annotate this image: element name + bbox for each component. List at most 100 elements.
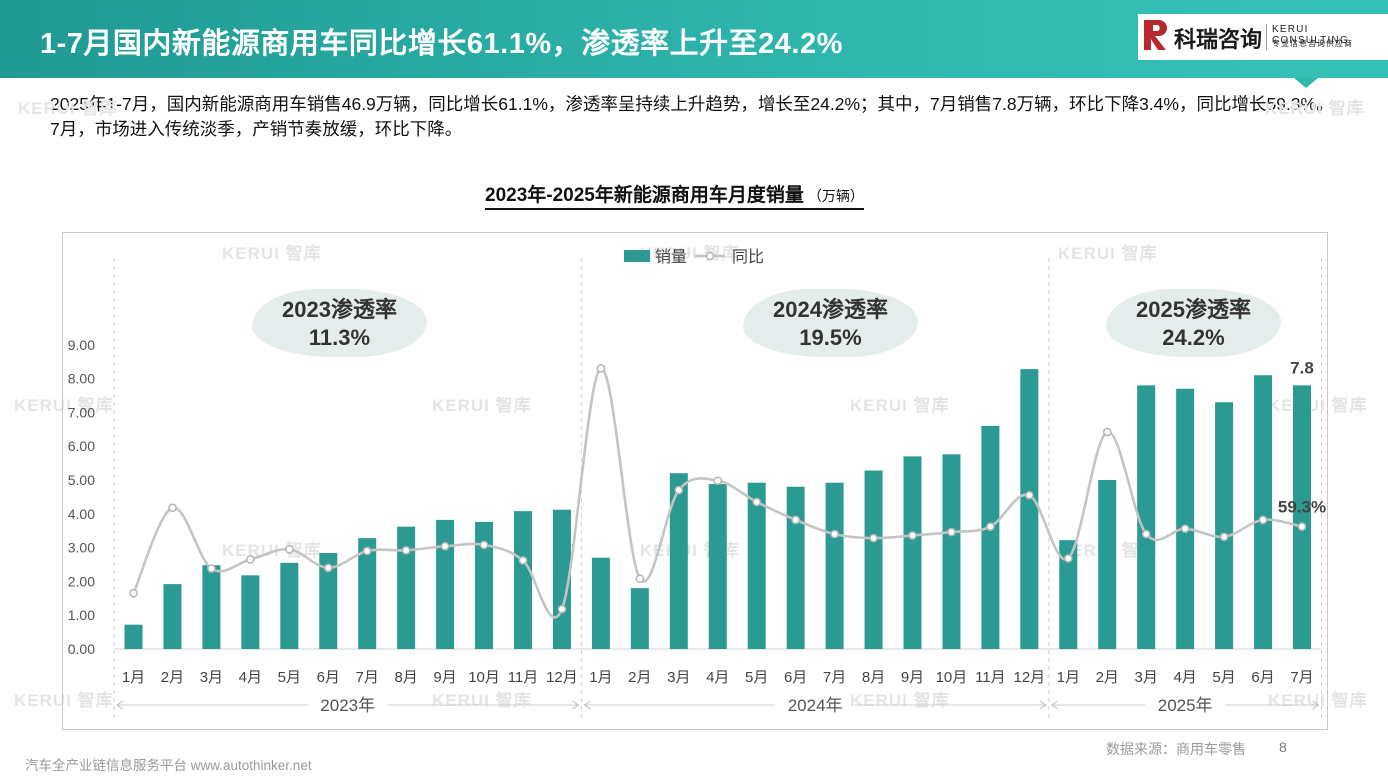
x-tick-label: 1月 — [1057, 669, 1080, 686]
x-tick-label: 6月 — [1251, 669, 1274, 686]
data-source: 数据来源：商用车零售 — [1106, 741, 1246, 757]
bar-sales — [1137, 385, 1156, 649]
legend-bar-swatch — [624, 250, 650, 262]
x-tick-label: 3月 — [1135, 669, 1158, 686]
yoy-point — [168, 503, 177, 513]
x-tick-label: 10月 — [468, 669, 500, 686]
yoy-point — [908, 531, 917, 540]
bar-sales — [669, 473, 688, 649]
yoy-point — [986, 522, 995, 531]
yoy-point — [635, 574, 645, 584]
platform-footer: 汽车全产业链信息服务平台 www.autothinker.net — [25, 758, 312, 773]
yoy-point — [1063, 554, 1073, 563]
bracket-arrow-right — [1312, 700, 1320, 710]
yoy-point — [401, 545, 411, 555]
yoy-point — [440, 541, 450, 551]
yoy-point — [129, 588, 138, 598]
x-tick-label: 2月 — [161, 669, 184, 686]
x-tick-label: 5月 — [278, 669, 301, 686]
logo-divider — [1266, 24, 1267, 50]
x-tick-label: 12月 — [546, 669, 578, 686]
logo-notch — [1294, 78, 1318, 88]
penetration-2025-label: 2025渗透率 24.2% — [1106, 296, 1281, 352]
bar-sales — [1254, 375, 1273, 649]
bar-sales — [591, 557, 610, 649]
logo-en-text: KERUI CONSULTING — [1272, 24, 1349, 46]
bar-sales — [241, 575, 260, 649]
bar-sales — [1293, 385, 1311, 649]
group-label: 2023年 — [320, 696, 375, 715]
bar-sales — [981, 425, 1000, 649]
x-tick-label: 12月 — [1014, 669, 1046, 686]
bracket-arrow-left — [116, 700, 124, 710]
yoy-point — [284, 544, 294, 554]
x-tick-label: 3月 — [667, 669, 690, 686]
penetration-2024-brush — [743, 289, 918, 357]
chart-title: 2023年-2025年新能源商用车月度销量 （万辆） — [485, 180, 864, 210]
summary-text: 2025年1-7月，国内新能源商用车销售46.9万辆，同比增长61.1%，渗透率… — [50, 94, 1334, 139]
x-tick-label: 9月 — [901, 669, 924, 686]
y-tick-label: 4.00 — [68, 506, 95, 522]
header-banner: 1-7月国内新能源商用车同比增长61.1%，渗透率上升至24.2% 科瑞咨询 K… — [0, 0, 1388, 88]
bar-sales — [1215, 402, 1234, 649]
legend-line-marker — [705, 251, 715, 261]
x-tick-label: 7月 — [823, 669, 846, 686]
bar-sales — [825, 482, 844, 649]
bar-sales — [864, 470, 883, 649]
y-tick-label: 1.00 — [68, 607, 95, 623]
bar-sales — [1176, 388, 1195, 649]
x-tick-label: 4月 — [239, 669, 262, 686]
bar-sales — [786, 486, 805, 649]
penetration-2025-value: 24.2% — [1162, 325, 1225, 350]
y-tick-label: 8.00 — [68, 371, 95, 387]
x-tick-label: 6月 — [317, 669, 340, 686]
bar-sales — [124, 624, 143, 649]
bracket-arrow-right — [1039, 700, 1047, 710]
penetration-2023-label: 2023渗透率 11.3% — [252, 296, 427, 352]
x-tick-label: 1月 — [589, 669, 612, 686]
data-label: 59.3% — [1278, 498, 1326, 517]
bar-sales — [903, 456, 922, 649]
legend-yoy-label: 同比 — [732, 248, 764, 266]
group-label: 2025年 — [1158, 696, 1213, 715]
yoy-point — [947, 527, 956, 537]
yoy-point — [557, 604, 567, 614]
y-tick-label: 5.00 — [68, 472, 95, 488]
bracket-arrow-left — [1050, 700, 1059, 710]
penetration-2023-title: 2023渗透率 — [282, 297, 397, 322]
x-tick-label: 4月 — [1173, 669, 1196, 686]
bar-sales — [319, 553, 338, 649]
x-tick-label: 1月 — [122, 669, 145, 686]
bar-sales — [436, 519, 455, 649]
yoy-point — [323, 563, 333, 573]
page-title: 1-7月国内新能源商用车同比增长61.1%，渗透率上升至24.2% — [40, 28, 843, 60]
bar-sales — [358, 538, 377, 649]
yoy-point — [830, 529, 839, 539]
chart-unit: （万辆） — [807, 188, 864, 204]
bar-sales — [202, 565, 221, 649]
yoy-point — [362, 546, 372, 556]
bracket-arrow-right — [572, 700, 580, 710]
y-tick-label: 6.00 — [68, 438, 95, 454]
chart-frame — [62, 232, 1328, 730]
yoy-point — [1219, 532, 1229, 542]
x-tick-label: 10月 — [936, 669, 968, 686]
yoy-point — [596, 364, 606, 373]
bar-sales — [630, 588, 649, 649]
x-tick-label: 6月 — [784, 669, 807, 686]
x-tick-label: 2月 — [628, 669, 651, 686]
bracket-arrow-left — [583, 700, 591, 710]
y-tick-label: 3.00 — [68, 540, 95, 556]
yoy-point — [246, 555, 255, 564]
bar-sales — [552, 509, 571, 649]
yoy-point — [869, 533, 878, 543]
bar-sales — [747, 482, 766, 649]
bar-sales — [1098, 480, 1117, 649]
yoy-point — [1258, 515, 1268, 525]
chart-title-text: 2023年-2025年新能源商用车月度销量 — [485, 185, 804, 206]
x-tick-label: 2月 — [1096, 669, 1119, 686]
yoy-point — [713, 476, 723, 486]
x-tick-label: 11月 — [508, 669, 539, 686]
penetration-2025-brush — [1106, 289, 1281, 357]
logo-cn-text: 科瑞咨询 — [1174, 27, 1263, 52]
